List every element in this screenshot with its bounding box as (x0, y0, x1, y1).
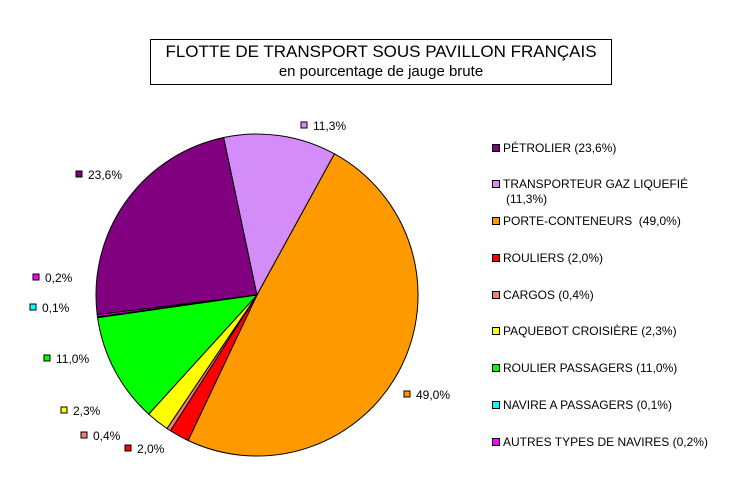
pie-slice (95, 136, 258, 316)
data-label-swatch (75, 170, 83, 178)
data-label: 0,2% (45, 271, 73, 285)
legend-swatch (492, 327, 500, 335)
legend-label: PORTE-CONTENEURS (49,0%) (503, 214, 681, 228)
pie-slice (97, 294, 259, 415)
data-label-swatch (80, 431, 88, 439)
data-label-swatch (403, 390, 411, 398)
data-label: 0,4% (93, 429, 121, 443)
data-labels: 23,6% 11,3% 49,0% 2,0% 0,4% 2,3% 11,0% 0,1% 0,2% (29, 119, 450, 456)
pie-slice (187, 153, 419, 457)
data-label: 49,0% (416, 388, 450, 402)
pie-slice (96, 294, 258, 318)
legend-label: NAVIRE A PASSAGERS (0,1%) (503, 398, 672, 412)
chart-subtitle: en pourcentage de jauge brute (278, 63, 484, 80)
legend-label: AUTRES TYPES DE NAVIRES (0,2%) (503, 435, 708, 449)
legend-swatch (492, 401, 500, 409)
data-label: 2,3% (73, 404, 101, 418)
legend-label: PÉTROLIER (23,6%) (503, 141, 617, 155)
legend-swatch (492, 438, 500, 446)
pie-slice (223, 133, 336, 297)
legend-label-line2: (11,3%) (506, 192, 548, 206)
legend-swatch (492, 217, 500, 225)
legend-label: TRANSPORTEUR GAZ LIQUEFIÉ (11,3%) (503, 177, 688, 207)
data-label: 0,1% (42, 301, 70, 315)
legend-label: CARGOS (0,4%) (503, 288, 594, 302)
data-label: 11,0% (56, 352, 89, 366)
pie-slices (95, 133, 419, 457)
legend-swatch (492, 254, 500, 262)
legend-label: ROULIERS (2,0%) (503, 251, 604, 265)
data-label-swatch (43, 354, 51, 362)
data-label-swatch (29, 303, 37, 311)
chart-title: FLOTTE DE TRANSPORT SOUS PAVILLON FRANÇA… (165, 42, 597, 61)
legend-swatch (492, 144, 500, 152)
legend-label-line1: TRANSPORTEUR GAZ LIQUEFIÉ (503, 177, 689, 191)
data-label: 2,0% (137, 442, 165, 456)
legend-label: PAQUEBOT CROISIÈRE (2,3%) (503, 324, 677, 338)
legend-label: ROULIER PASSAGERS (11,0%) (503, 361, 678, 375)
data-label-swatch (124, 444, 132, 452)
legend-swatch (492, 180, 500, 188)
data-label-swatch (60, 406, 68, 414)
chart-title-box: FLOTTE DE TRANSPORT SOUS PAVILLON FRANÇA… (150, 39, 612, 85)
data-label: 11,3% (313, 119, 346, 133)
legend-swatch (492, 364, 500, 372)
legend-swatch (492, 291, 500, 299)
data-label: 23,6% (88, 168, 122, 182)
data-label-swatch (300, 121, 308, 129)
data-label-swatch (32, 273, 40, 281)
